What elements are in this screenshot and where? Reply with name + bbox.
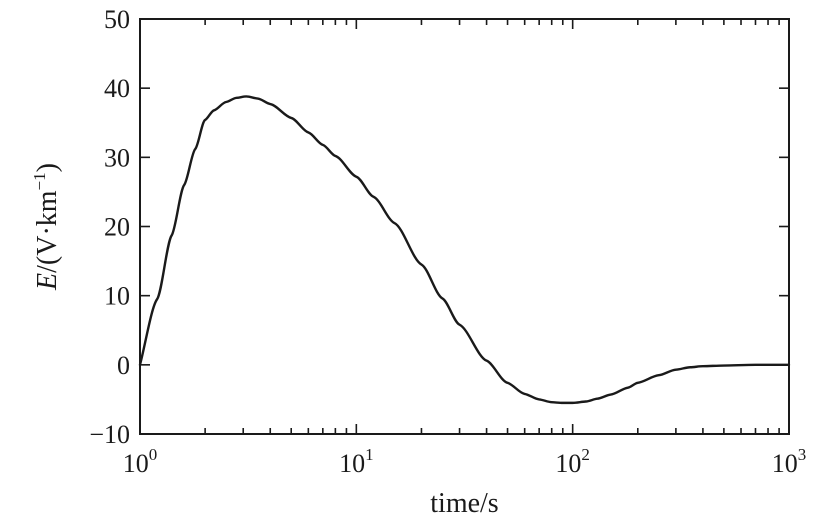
x-tick-label: 103 xyxy=(772,445,807,478)
y-tick-label: 20 xyxy=(104,213,130,242)
y-tick-label: 0 xyxy=(117,351,130,380)
x-tick-label: 102 xyxy=(555,445,590,478)
y-tick-label: 30 xyxy=(104,143,130,172)
y-tick-label: −10 xyxy=(89,420,130,449)
y-axis-unit-exponent: −1 xyxy=(30,172,49,190)
plot-frame xyxy=(139,18,790,435)
y-axis-label: E/(V·km−1) xyxy=(30,163,63,291)
x-tick-label: 100 xyxy=(123,445,158,478)
x-tick-label: 101 xyxy=(339,445,374,478)
labels-layer: −10 0 10 20 30 40 50 100 101 102 103 xyxy=(89,5,806,478)
ticks-layer xyxy=(139,18,790,435)
series-line xyxy=(138,95,791,405)
x-axis-label: time/s xyxy=(430,488,498,519)
y-axis-unit-close: ) xyxy=(32,163,63,172)
y-axis-variable: E xyxy=(32,273,63,291)
y-tick-label: 10 xyxy=(104,282,130,311)
y-tick-label: 50 xyxy=(104,5,130,34)
y-axis-unit-open: /(V·km xyxy=(32,190,63,273)
y-tick-label: 40 xyxy=(104,74,130,103)
